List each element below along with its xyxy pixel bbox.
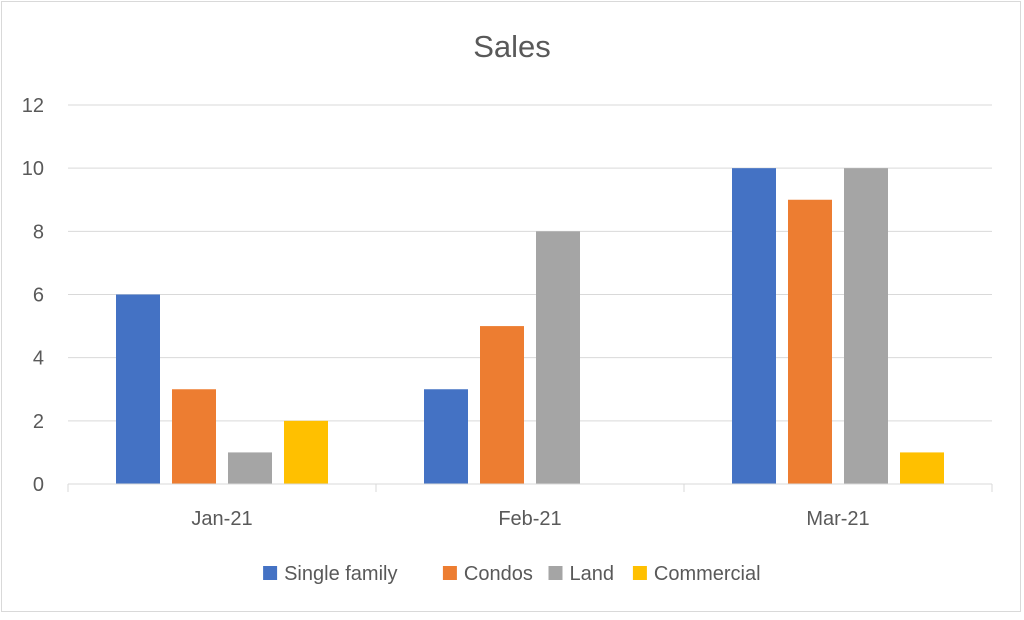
- bar-condos-feb-21: [480, 326, 524, 484]
- legend-label: Condos: [464, 563, 533, 585]
- y-tick-label: 6: [33, 285, 44, 307]
- legend-item-land: Land: [548, 563, 615, 585]
- legend-swatch: [263, 566, 278, 580]
- x-tick-label: Jan-21: [191, 508, 252, 530]
- legend-swatch: [548, 566, 563, 580]
- x-tick-label: Feb-21: [498, 508, 561, 530]
- bar-commercial-jan-21: [284, 420, 328, 484]
- y-tick-label: 2: [33, 411, 44, 433]
- legend-item-single-family: Single family: [263, 563, 397, 585]
- legend-item-commercial: Commercial: [632, 563, 761, 585]
- bar-condos-mar-21: [788, 199, 832, 484]
- legend-label: Commercial: [654, 563, 761, 585]
- legend-swatch: [632, 566, 647, 580]
- y-tick-label: 12: [22, 95, 44, 117]
- bar-single-family-mar-21: [732, 168, 776, 484]
- legend-item-condos: Condos: [442, 563, 533, 585]
- bar-land-jan-21: [228, 452, 272, 484]
- bar-land-mar-21: [844, 168, 888, 484]
- legend-label: Land: [570, 563, 615, 585]
- chart-title: Sales: [473, 29, 551, 64]
- x-tick-label: Mar-21: [806, 508, 869, 530]
- y-tick-label: 4: [33, 348, 44, 370]
- y-tick-label: 8: [33, 221, 44, 243]
- bar-single-family-feb-21: [424, 389, 468, 484]
- bar-condos-jan-21: [172, 389, 216, 484]
- bar-commercial-mar-21: [900, 452, 944, 484]
- bar-land-feb-21: [536, 231, 580, 484]
- bar-single-family-jan-21: [116, 294, 160, 484]
- legend-label: Single family: [284, 563, 397, 585]
- y-tick-label: 0: [33, 474, 44, 496]
- y-tick-label: 10: [22, 158, 44, 180]
- legend-swatch: [442, 566, 457, 580]
